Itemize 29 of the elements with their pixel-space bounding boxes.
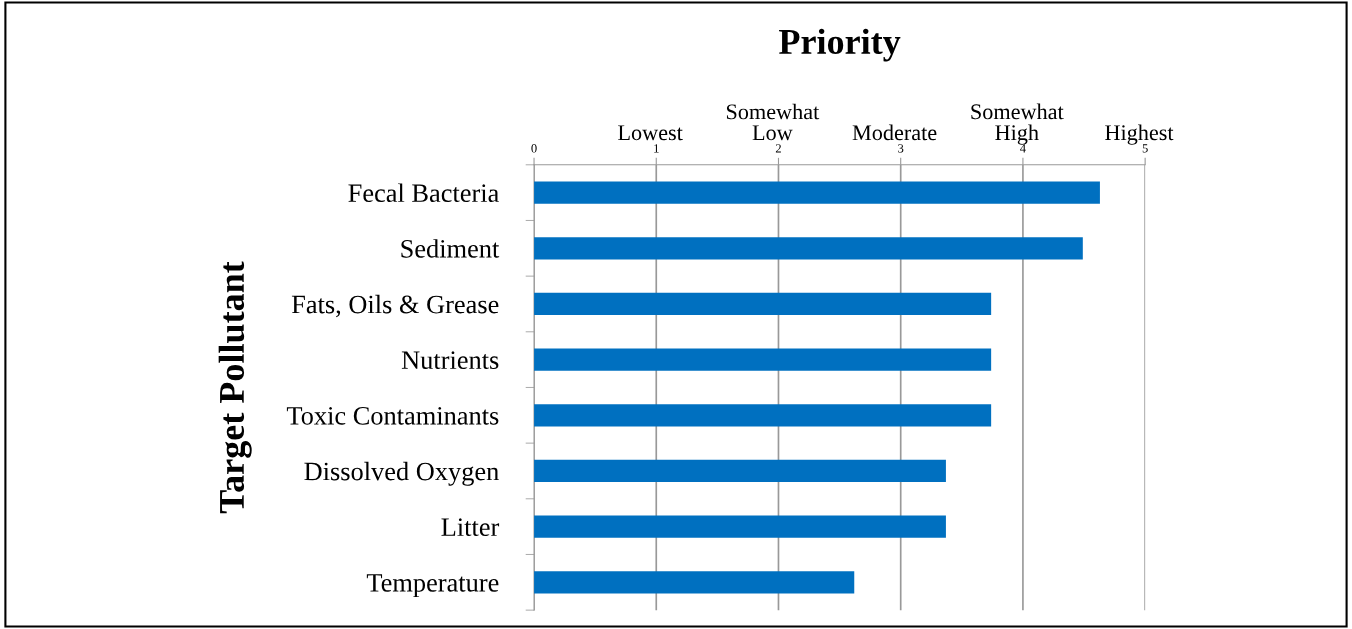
x-tick-label: 3 [898, 144, 904, 153]
y-axis-title: Target Pollutant [218, 261, 252, 514]
text: Somewhat High [971, 103, 1064, 145]
x-tick-label: 0 [531, 144, 537, 153]
y-tick-label: Nutrients [401, 351, 499, 370]
text: Lowest [618, 125, 683, 141]
bar [534, 292, 992, 316]
bar [534, 237, 1083, 260]
text: Highest [1105, 124, 1174, 145]
x-tick-label: 4 [1020, 144, 1026, 153]
y-tick-label: Temperature [366, 574, 499, 598]
y-tick-label: Toxic Contaminants [286, 406, 499, 425]
bar [534, 404, 992, 427]
bar [534, 181, 1100, 204]
x-tick-label: 5 [1142, 144, 1148, 153]
bar [534, 459, 946, 483]
y-tick-label: Sediment [401, 239, 500, 258]
y-tick-label: Litter [441, 518, 500, 537]
y-tick-label: Dissolved Oxygen [304, 461, 499, 486]
bar [534, 515, 946, 538]
x-tick-label: 2 [775, 144, 781, 153]
x-tick-label: 1 [654, 144, 659, 153]
chart-title: Priority [779, 28, 901, 62]
y-tick-label: Fats, Oils & Grease [291, 294, 499, 318]
text: Moderate [852, 124, 937, 141]
bar [534, 348, 992, 371]
y-tick-label: Fecal Bacteria [348, 183, 499, 203]
bar [534, 571, 855, 594]
text: Somewhat Low [726, 103, 820, 141]
